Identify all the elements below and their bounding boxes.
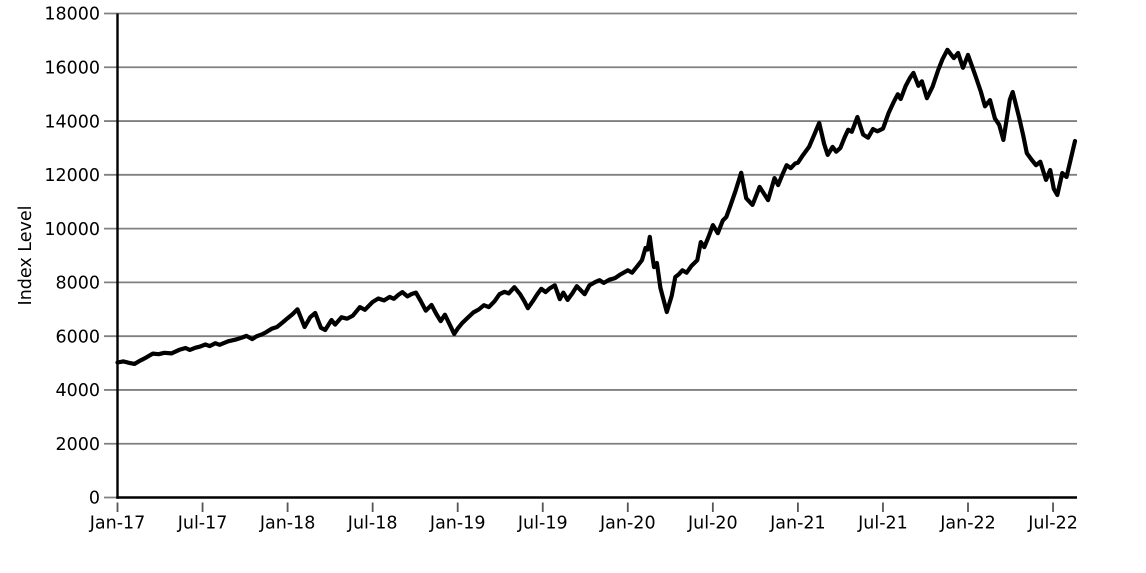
x-tick-label: Jul-21 bbox=[857, 514, 908, 534]
x-tick-label: Jul-18 bbox=[347, 514, 398, 534]
y-tick-label: 8000 bbox=[55, 274, 100, 294]
x-tick-label: Jul-22 bbox=[1027, 514, 1078, 534]
x-tick-label: Jan-21 bbox=[769, 514, 826, 534]
y-tick-label: 4000 bbox=[55, 381, 100, 401]
x-tick-label: Jan-19 bbox=[429, 514, 486, 534]
y-tick-label: 0 bbox=[89, 489, 100, 509]
y-tick-label: 18000 bbox=[44, 5, 100, 25]
y-tick-label: 10000 bbox=[44, 220, 100, 240]
y-axis-title: Index Level bbox=[16, 206, 36, 306]
x-tick-label: Jul-19 bbox=[517, 514, 568, 534]
x-tick-label: Jan-17 bbox=[89, 514, 146, 534]
x-tick-label: Jul-20 bbox=[687, 514, 738, 534]
y-tick-label: 12000 bbox=[44, 166, 100, 186]
y-tick-labels: 0 2000 4000 6000 8000 10000 12000 14000 16000 180… bbox=[44, 5, 100, 509]
x-tick-label: Jan-18 bbox=[259, 514, 316, 534]
y-tick-label: 6000 bbox=[55, 327, 100, 347]
x-tick-label: Jan-20 bbox=[599, 514, 656, 534]
x-ticks bbox=[116, 502, 1054, 512]
x-tick-label: Jan-22 bbox=[939, 514, 996, 534]
y-tick-label: 2000 bbox=[55, 435, 100, 455]
index-series-line bbox=[115, 47, 1078, 366]
y-tick-label: 14000 bbox=[44, 112, 100, 132]
x-tick-label: Jul-17 bbox=[177, 514, 228, 534]
y-tick-label: 16000 bbox=[44, 58, 100, 78]
x-tick-labels: Jan-17 Jul-17 Jan-18 Jul-18 Jan-19 Jul-19 Jan-… bbox=[89, 514, 1078, 534]
